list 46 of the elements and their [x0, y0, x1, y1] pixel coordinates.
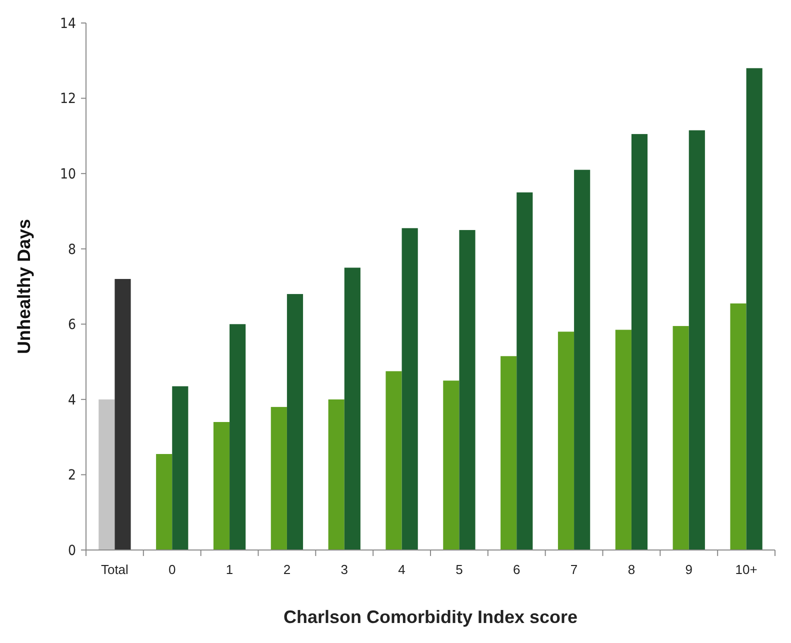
bar — [328, 399, 344, 550]
bar — [688, 130, 705, 550]
y-tick-label: 10 — [60, 166, 76, 182]
x-tick-label: 0 — [168, 562, 176, 577]
x-tick-label: 9 — [685, 562, 692, 577]
bar — [114, 278, 131, 550]
bar — [574, 170, 590, 550]
y-axis-title: Unhealthy Days — [14, 218, 34, 354]
x-tick-label: 8 — [628, 562, 636, 577]
y-tick-label: 2 — [68, 468, 76, 484]
bar — [270, 406, 287, 550]
bar — [730, 303, 746, 550]
bar — [459, 230, 476, 550]
x-axis-title: Charlson Comorbidity Index score — [283, 607, 578, 627]
bar — [558, 332, 574, 550]
x-tick-label: 2 — [283, 562, 291, 577]
bar — [172, 386, 188, 550]
bar — [746, 68, 762, 550]
bar — [672, 326, 689, 550]
bar — [98, 399, 115, 550]
bar — [615, 330, 632, 550]
bar — [156, 454, 172, 550]
bar — [500, 356, 517, 550]
x-tick-label: 3 — [340, 562, 348, 577]
y-tick-label: 0 — [68, 542, 76, 559]
y-tick-label: 14 — [60, 16, 76, 32]
bar — [631, 134, 648, 550]
bar — [286, 294, 304, 550]
bar — [230, 324, 246, 550]
bar — [402, 228, 418, 550]
y-tick-label: 4 — [68, 392, 76, 408]
bar — [443, 380, 460, 550]
y-tick-label: 8 — [68, 242, 76, 258]
x-tick-label: 6 — [513, 562, 520, 577]
bar — [516, 192, 533, 550]
x-tick-label: 4 — [398, 562, 406, 577]
y-tick-label: 6 — [68, 317, 76, 334]
x-tick-label: 10+ — [735, 562, 758, 577]
x-tick-label: 7 — [570, 562, 578, 577]
x-tick-label: 5 — [456, 562, 463, 577]
x-tick-label: 1 — [226, 562, 234, 577]
y-tick-label: 12 — [60, 91, 76, 108]
bar — [386, 371, 402, 550]
bar — [213, 422, 230, 550]
x-tick-label: Total — [100, 562, 129, 577]
bar — [344, 268, 360, 550]
